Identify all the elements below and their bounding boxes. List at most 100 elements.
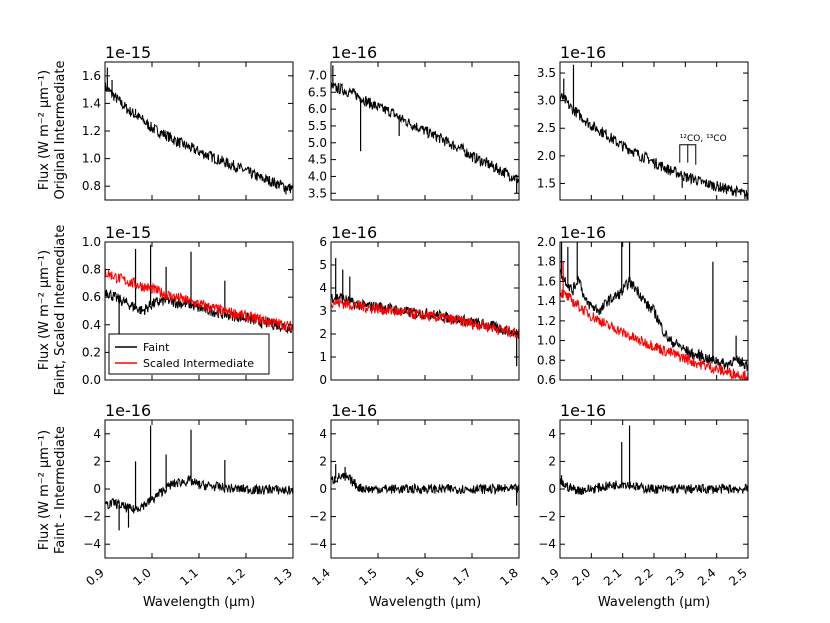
series-line-main (331, 472, 519, 496)
y-tick-label: 0 (319, 373, 327, 387)
y-tick-label: 1.5 (537, 176, 556, 190)
x-tick-label: 1.5 (356, 566, 380, 589)
series-line-main (105, 82, 293, 194)
y-tick-label: 0.8 (82, 263, 101, 277)
panel-r2c1: −4 −2 0 2 4 1.4 1.5 1.6 1.7 1.8 1e-16 Wavelength (μ… (309, 401, 521, 610)
y-tick-label: 0.8 (537, 353, 556, 367)
offset-text: 1e-15 (105, 43, 151, 62)
y-tick-label: 2.0 (537, 149, 556, 163)
panel-data (331, 258, 519, 367)
y-tick-label: 2 (319, 454, 327, 468)
row0-ylabel-line2: Original Intermediate (53, 61, 68, 200)
panel-r1c2: 0.6 0.8 1.0 1.2 1.4 1.6 1.8 2.0 1e-16 (537, 223, 749, 387)
row1-ylabel-line1: Flux (W m⁻² μm⁻¹) (37, 250, 52, 370)
offset-text: 1e-16 (331, 43, 377, 62)
y-tick-label: 4.5 (308, 153, 327, 167)
y-tick-label: 3.5 (537, 66, 556, 80)
offset-text: 1e-16 (105, 401, 151, 420)
panel-data (560, 64, 748, 200)
y-tick-label: 1.4 (537, 294, 556, 308)
panel-r2c2: −4 −2 0 2 4 1.9 2.0 2.1 2.2 2.3 2.4 2.5 1e-16 Wavelen… (538, 401, 750, 610)
series-line-scaled-intermediate (560, 289, 748, 380)
y-tick-label: 5 (319, 258, 327, 272)
series-line-main (331, 82, 519, 184)
y-tick-label: 2 (319, 327, 327, 341)
y-tick-label: 2 (93, 454, 101, 468)
y-tick-label: 0 (93, 482, 101, 496)
y-tick-label: 6.5 (308, 85, 327, 99)
legend-label-scaled: Scaled Intermediate (143, 357, 254, 370)
panel-r0c1: 3.5 4.0 4.5 5.0 5.5 6.0 6.5 7.0 1e-16 (308, 43, 520, 201)
x-tick-label: 0.9 (83, 566, 107, 589)
x-axis-label: Wavelength (μm) (598, 595, 710, 610)
y-tick-label: 4 (319, 281, 327, 295)
y-tick-label: 0.8 (82, 179, 101, 193)
y-tick-label: −2 (309, 510, 327, 524)
panel-r0c2: 1.5 2.0 2.5 3.0 3.5 1e-16 ¹²CO, ¹³CO (537, 43, 749, 201)
panel-data (560, 242, 748, 380)
y-tick-label: −2 (83, 510, 101, 524)
row2-ylabel-line2: Faint - Intermediate (53, 426, 68, 554)
y-tick-label: 1.6 (82, 69, 101, 83)
y-tick-label: 0 (319, 482, 327, 496)
offset-text: 1e-15 (105, 223, 151, 242)
y-tick-label: −4 (309, 537, 327, 551)
offset-text: 1e-16 (331, 401, 377, 420)
y-tick-label: 4 (93, 427, 101, 441)
x-tick-label: 1.2 (224, 566, 248, 589)
y-tick-label: 6.0 (308, 102, 327, 116)
panel-r1c1: 0 1 2 3 4 5 6 1e-16 (319, 223, 520, 387)
y-tick-label: 3 (319, 304, 327, 318)
y-tick-label: 5.5 (308, 119, 327, 133)
y-tick-label: 4 (548, 427, 556, 441)
y-tick-label: 1.4 (82, 96, 101, 110)
series-line-faint (105, 288, 293, 335)
series-line-main (105, 474, 293, 514)
y-tick-label: 5.0 (308, 136, 327, 150)
x-tick-label: 1.7 (450, 566, 474, 589)
legend-label-faint: Faint (143, 341, 170, 354)
x-tick-label: 2.0 (570, 566, 594, 589)
legend-box (108, 333, 270, 375)
y-tick-label: 2.0 (537, 235, 556, 249)
y-tick-label: 0.6 (82, 290, 101, 304)
x-tick-label: 2.4 (695, 566, 719, 589)
row-y-labels: Flux (W m⁻² μm⁻¹) Original Intermediate … (37, 61, 68, 554)
co-bracket-1 (679, 144, 689, 163)
y-tick-label: 7.0 (308, 68, 327, 82)
y-tick-label: 1.2 (537, 314, 556, 328)
y-tick-label: 1 (319, 350, 327, 364)
y-tick-label: 4.0 (308, 169, 327, 183)
offset-text: 1e-16 (560, 223, 606, 242)
panel-data (331, 464, 519, 506)
x-tick-label: 1.9 (538, 566, 562, 589)
y-tick-label: 1.0 (82, 152, 101, 166)
x-tick-label: 1.0 (130, 566, 154, 589)
y-tick-label: −4 (83, 537, 101, 551)
x-tick-label: 1.8 (497, 566, 521, 589)
y-tick-label: 3.5 (308, 186, 327, 200)
series-line-main (560, 92, 748, 200)
x-tick-label: 1.1 (177, 566, 201, 589)
panel-data (105, 244, 293, 339)
series-line-scaled-intermediate (105, 269, 293, 333)
y-tick-label: 6 (319, 235, 327, 249)
y-tick-label: 2 (548, 454, 556, 468)
panel-data (560, 425, 748, 495)
x-tick-label: 2.5 (726, 566, 750, 589)
y-tick-label: −4 (538, 537, 556, 551)
series-line-scaled-intermediate (331, 298, 519, 339)
y-tick-label: −2 (538, 510, 556, 524)
y-tick-label: 0.0 (82, 373, 101, 387)
y-tick-label: 1.0 (82, 235, 101, 249)
row2-ylabel-line1: Flux (W m⁻² μm⁻¹) (37, 430, 52, 550)
y-tick-label: 1.0 (537, 334, 556, 348)
panels-group: 0.8 1.0 1.2 1.4 1.6 1e-15 3.5 4.0 4.5 5.0 5.5 6.0 6.… (82, 43, 750, 610)
y-tick-label: 0.6 (537, 373, 556, 387)
panel-data (105, 425, 293, 531)
panel-r2c0: −4 −2 0 2 4 0.9 1.0 1.1 1.2 1.3 1e-16 Wavelength (μ… (83, 401, 295, 610)
x-tick-label: 1.4 (309, 566, 333, 589)
panel-r0c0: 0.8 1.0 1.2 1.4 1.6 1e-15 (82, 43, 294, 201)
y-tick-label: 0.4 (82, 318, 101, 332)
